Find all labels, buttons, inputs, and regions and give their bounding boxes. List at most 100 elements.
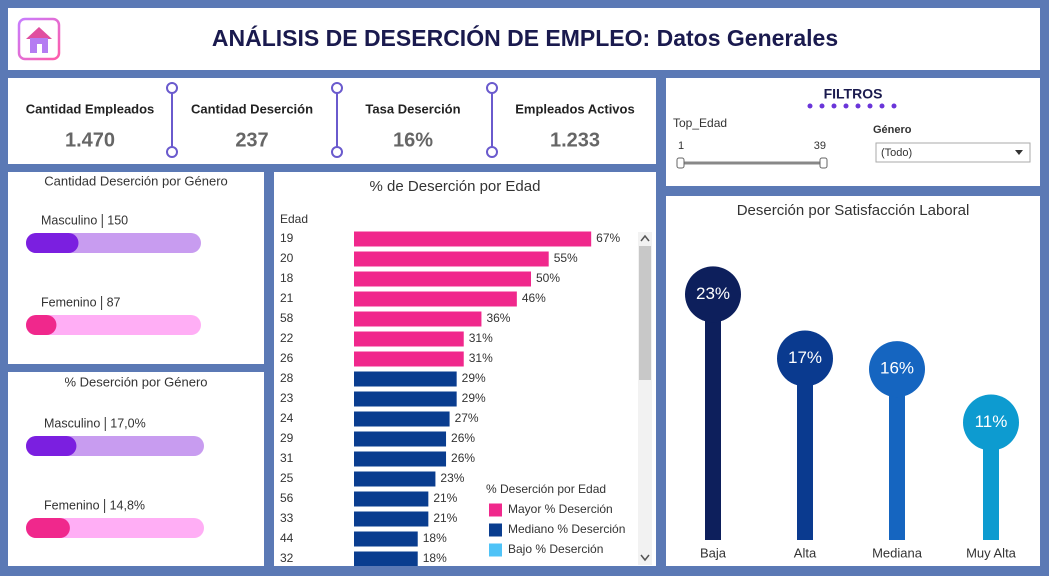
slider-max: 39 bbox=[814, 140, 826, 152]
home-icon[interactable] bbox=[17, 17, 61, 61]
category-label: 26 bbox=[280, 351, 294, 365]
bar bbox=[354, 471, 436, 487]
category-label: Masculino bbox=[44, 416, 100, 430]
value-label: 67% bbox=[596, 231, 620, 245]
home-door bbox=[37, 44, 42, 53]
chart-title: % Deserción por Género bbox=[64, 374, 207, 389]
legend-bg bbox=[480, 478, 636, 564]
separator-dot bbox=[331, 146, 343, 158]
chart-panel bbox=[666, 196, 1040, 566]
bar bbox=[354, 451, 447, 467]
legend-label: Mayor % Deserción bbox=[508, 502, 613, 516]
chart-title: Cantidad Deserción por Género bbox=[44, 173, 228, 188]
value-label: 36% bbox=[486, 311, 510, 325]
scroll-down[interactable] bbox=[640, 554, 650, 562]
lollipop-stem bbox=[797, 358, 813, 540]
scroll-thumb[interactable] bbox=[639, 246, 651, 380]
slider-handle[interactable] bbox=[819, 157, 828, 169]
category-label: 32 bbox=[280, 551, 294, 565]
chart-title: % de Deserción por Edad bbox=[370, 178, 541, 195]
value-label: 18% bbox=[423, 531, 447, 545]
category-label: 20 bbox=[280, 251, 294, 265]
lollipop-stem bbox=[983, 422, 999, 540]
category-label: 58 bbox=[280, 311, 294, 325]
category-label: Femenino bbox=[41, 295, 97, 309]
kpi-value: 16% bbox=[393, 129, 433, 151]
category-label: 31 bbox=[280, 451, 294, 465]
bar bbox=[354, 331, 464, 347]
legend-swatch bbox=[489, 543, 502, 557]
scroll-up[interactable] bbox=[640, 234, 650, 242]
legend-swatch bbox=[489, 503, 502, 517]
filter-panel bbox=[666, 78, 1040, 186]
separators bbox=[166, 82, 498, 158]
bar bbox=[354, 491, 429, 507]
category-label: 28 bbox=[280, 371, 294, 385]
category-label: 21 bbox=[280, 291, 294, 305]
separator-dot bbox=[486, 82, 498, 94]
kpi-label: Empleados Activos bbox=[515, 101, 634, 116]
axis-label: Edad bbox=[280, 212, 308, 226]
category-label: 44 bbox=[280, 531, 294, 545]
page-title: ANÁLISIS DE DESERCIÓN DE EMPLEO: Datos G… bbox=[212, 24, 838, 51]
dropdown-value: (Todo) bbox=[881, 147, 912, 159]
bar bbox=[354, 511, 429, 527]
category-label: 19 bbox=[280, 231, 294, 245]
value-label: 17,0% bbox=[110, 416, 145, 430]
bar bbox=[354, 271, 531, 287]
separator-dot bbox=[331, 82, 343, 94]
value-label: 87 bbox=[107, 295, 121, 309]
value-label: 31% bbox=[469, 351, 493, 365]
value-label: 21% bbox=[433, 491, 457, 505]
separator-dot bbox=[486, 146, 498, 158]
value-label: 27% bbox=[455, 411, 479, 425]
category-label: 33 bbox=[280, 511, 294, 525]
slider-min: 1 bbox=[678, 140, 684, 152]
lollipop-head bbox=[777, 330, 833, 387]
value-label: 26% bbox=[451, 431, 475, 445]
bar bbox=[26, 518, 70, 538]
category-label: 56 bbox=[280, 491, 294, 505]
lollipop-stem bbox=[705, 294, 721, 540]
kpi-label: Tasa Deserción bbox=[365, 101, 460, 116]
bar bbox=[26, 233, 79, 253]
value-label: 23% bbox=[440, 471, 464, 485]
value-label: 50% bbox=[536, 271, 560, 285]
category-label: Muy Alta bbox=[966, 545, 1017, 560]
header-panel bbox=[8, 8, 1040, 70]
value-label: 17% bbox=[788, 348, 822, 367]
category-label: 22 bbox=[280, 331, 294, 345]
bar bbox=[354, 291, 517, 307]
category-label: 29 bbox=[280, 431, 294, 445]
value-label: 23% bbox=[696, 284, 730, 303]
legend-label: Mediano % Deserción bbox=[508, 522, 625, 536]
dropdown-arrow[interactable] bbox=[1015, 150, 1023, 155]
category-label: Femenino bbox=[44, 498, 100, 512]
filter-label: Género bbox=[873, 124, 912, 136]
bar bbox=[354, 231, 592, 247]
age-bars: 19 20 18 21 58 22 26 28 23 24 29 31 25 56 33 44 32 67% 55%… bbox=[280, 231, 621, 566]
value-label: 14,8% bbox=[110, 498, 145, 512]
dropdown[interactable] bbox=[875, 142, 1031, 163]
value-label: 55% bbox=[554, 251, 578, 265]
bar bbox=[354, 251, 549, 267]
lollipop-stem bbox=[889, 369, 905, 540]
lollipop-head bbox=[685, 266, 741, 323]
value-label: 11% bbox=[975, 412, 1008, 431]
bar bbox=[354, 411, 450, 427]
category-label: 23 bbox=[280, 391, 294, 405]
slider-handle[interactable] bbox=[676, 157, 685, 169]
kpi-value: 1.470 bbox=[65, 129, 115, 151]
bar bbox=[354, 431, 447, 447]
filter-dots bbox=[807, 103, 897, 109]
value-label: 29% bbox=[462, 371, 486, 385]
filter-title: FILTROS bbox=[824, 86, 883, 102]
category-label: Mediana bbox=[872, 545, 923, 560]
value-label: 16% bbox=[880, 359, 914, 378]
lollipop-head bbox=[869, 341, 925, 398]
kpi-value: 1.233 bbox=[550, 129, 600, 151]
bar bbox=[354, 551, 418, 566]
value-label: 150 bbox=[107, 213, 128, 227]
category-label: 24 bbox=[280, 411, 294, 425]
